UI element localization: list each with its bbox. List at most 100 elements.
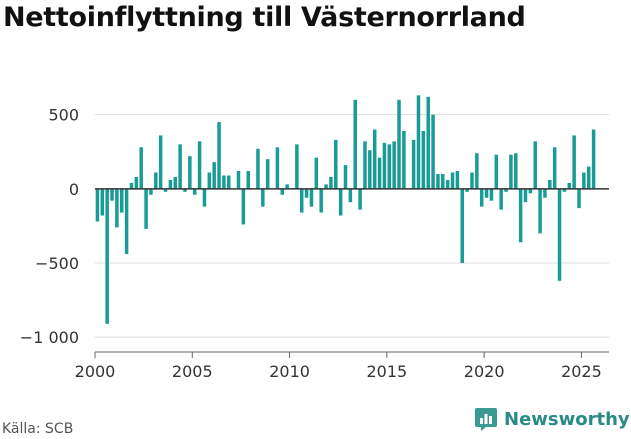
bar [144,188,148,229]
x-tick-label: 2015 [367,362,408,381]
bar [212,162,216,189]
bar [538,188,542,234]
bar [197,141,202,189]
bar [470,172,474,189]
bar [256,148,260,189]
bar [582,172,586,189]
bar [304,188,309,198]
bar [489,188,494,201]
bars [95,95,596,324]
bar [241,188,246,225]
bar [509,154,513,189]
bar [586,166,591,189]
bar [548,179,552,189]
bar [295,144,299,189]
bar [124,188,129,255]
brand-name: Newsworthy [504,408,630,430]
bar [431,114,435,189]
bar [178,144,182,189]
bar [222,175,226,189]
bar [192,188,197,195]
x-tick-label: 2010 [269,362,310,381]
bar [134,176,139,189]
bar [158,135,163,189]
newsworthy-logo-icon [475,408,497,431]
bar [450,172,455,189]
bar [523,188,528,203]
bar [436,174,440,189]
bar [358,188,362,210]
bar [207,172,212,189]
bar [528,188,533,194]
bar [363,141,367,189]
bar [285,184,289,189]
bar [382,142,387,189]
bar [402,130,406,189]
bar [421,130,426,189]
bar [557,188,562,281]
bar [353,99,357,189]
bar [168,179,173,189]
bar [348,188,353,203]
bar [445,179,450,189]
bar [217,122,221,189]
bar [314,157,319,189]
bar [110,188,114,201]
bar [265,159,270,189]
bar [372,129,377,189]
bar [577,188,581,209]
chart-title: Nettoinflyttning till Västernorrland [3,2,526,33]
bar [392,141,396,189]
bar [494,154,499,189]
bar [299,188,304,213]
bar [105,188,109,324]
bar [183,188,187,192]
bar [280,188,285,195]
bar [324,184,328,189]
bar [275,147,280,189]
bar [387,144,392,189]
bar [552,147,557,189]
axes: 500 0 −500 −1 000 2000 2005 2010 2015 2020 2025 [20,106,609,381]
bar [499,188,503,210]
brand-logo[interactable]: Newsworthy [474,406,630,432]
bar [368,150,372,189]
bar [514,153,518,189]
bar [163,188,168,192]
bar [236,171,241,189]
bar [567,182,572,189]
bar [543,188,547,198]
bar [426,96,430,189]
bar [504,188,508,192]
bar [465,188,469,192]
bar [173,176,178,189]
bar [475,153,479,189]
bar [416,95,421,189]
bar [149,188,153,195]
bar [319,188,323,213]
bar [484,188,489,198]
gridlines [95,114,609,338]
bar [338,188,343,216]
y-tick-label: 0 [69,180,79,199]
bar [120,188,124,213]
bar [129,182,134,189]
x-tick-label: 2020 [464,362,505,381]
bar [246,171,250,189]
y-tick-label: 500 [48,106,79,125]
bar [334,139,338,189]
y-tick-label: −500 [35,254,79,273]
bar [591,129,596,189]
bar [309,188,314,207]
bar [188,156,192,189]
source-note: Källa: SCB [2,421,74,437]
bar [100,188,105,216]
bar [460,188,465,263]
x-tick-label: 2005 [172,362,213,381]
bar [518,188,523,243]
bar [202,188,207,207]
bar [115,188,119,228]
bar [329,176,333,189]
bar [261,188,265,207]
bar [441,174,445,189]
